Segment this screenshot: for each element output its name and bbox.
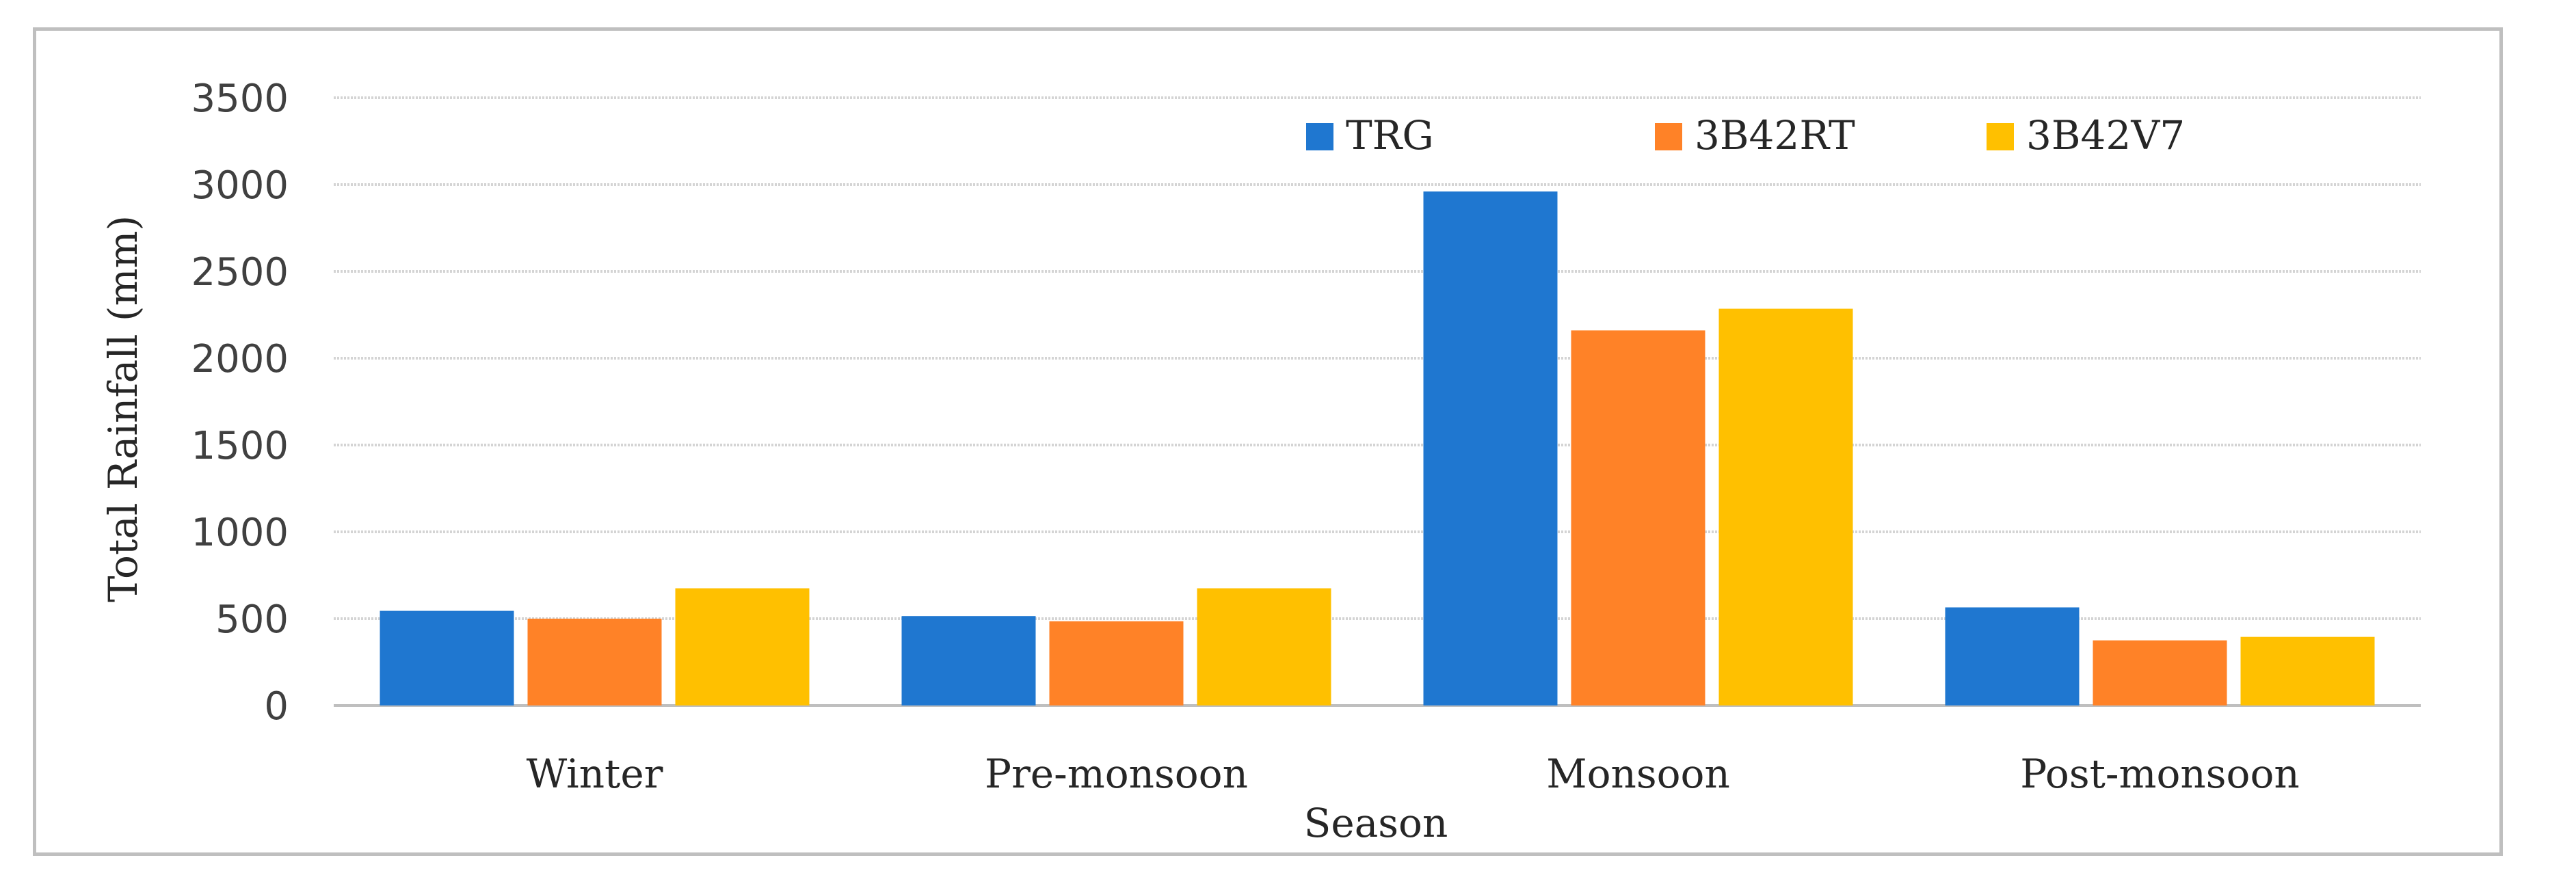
bar-trg-monsoon <box>1423 191 1558 705</box>
chart-frame <box>33 27 2503 856</box>
x-category-label: Pre-monsoon <box>985 751 1248 797</box>
bar-3b42rt-pre-monsoon <box>1049 621 1184 705</box>
bar-trg-winter <box>380 610 514 705</box>
legend-label-trg: TRG <box>1346 112 1434 159</box>
y-tick-label: 1000 <box>191 511 289 555</box>
bar-trg-post-monsoon <box>1945 607 2080 705</box>
y-tick-label: 3000 <box>191 163 289 208</box>
x-category-label: Winter <box>527 751 663 797</box>
gridlines <box>334 96 2421 707</box>
y-tick-label: 3500 <box>191 77 289 121</box>
bar-3b42v7-winter <box>675 588 810 705</box>
legend: TRG 3B42RT 3B42V7 <box>1306 112 2185 159</box>
bar-3b42v7-monsoon <box>1718 308 1853 705</box>
x-category-label: Post-monsoon <box>2020 751 2300 797</box>
y-axis-title: Total Rainfall (mm) <box>100 215 146 602</box>
bar-3b42rt-post-monsoon <box>2093 640 2227 705</box>
legend-swatch-trg <box>1306 123 1333 150</box>
bar-3b42v7-pre-monsoon <box>1197 588 1331 705</box>
bar-3b42rt-monsoon <box>1571 330 1705 705</box>
bar-trg-pre-monsoon <box>901 616 1036 705</box>
legend-swatch-3b42v7 <box>1987 123 2014 150</box>
legend-swatch-3b42rt <box>1655 123 1682 150</box>
y-tick-label: 2000 <box>191 337 289 381</box>
y-tick-label: 2500 <box>191 250 289 295</box>
legend-label-3b42v7: 3B42V7 <box>2026 112 2185 159</box>
bar-3b42v7-post-monsoon <box>2240 636 2375 705</box>
y-tick-label: 1500 <box>191 424 289 468</box>
x-category-label: Monsoon <box>1546 751 1730 797</box>
y-tick-label: 500 <box>215 597 289 642</box>
x-axis-categories: Winter Pre-monsoon Monsoon Post-monsoon <box>527 751 2300 797</box>
bar-3b42rt-winter <box>527 619 662 705</box>
x-axis-title: Season <box>1304 800 1448 846</box>
y-tick-label: 0 <box>264 684 289 729</box>
bars <box>380 191 2375 705</box>
legend-label-3b42rt: 3B42RT <box>1695 112 1855 159</box>
y-axis-ticks: 0 500 1000 1500 2000 2500 3000 3500 <box>191 77 289 729</box>
